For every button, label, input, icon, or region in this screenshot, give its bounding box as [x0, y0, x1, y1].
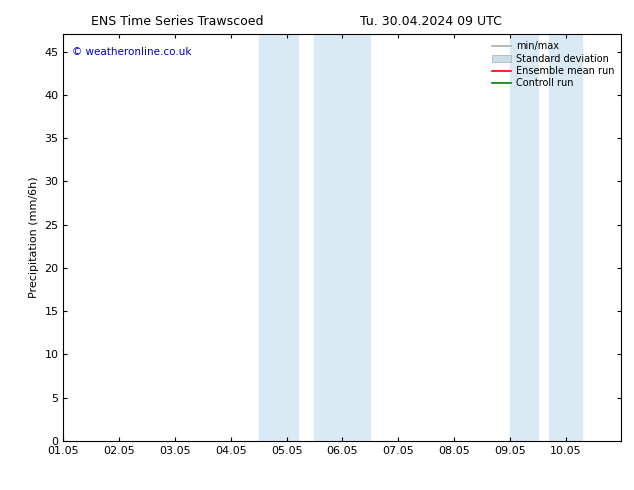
Legend: min/max, Standard deviation, Ensemble mean run, Controll run: min/max, Standard deviation, Ensemble me… [489, 39, 616, 90]
Bar [549, 34, 582, 441]
Text: Tu. 30.04.2024 09 UTC: Tu. 30.04.2024 09 UTC [360, 15, 502, 28]
Y-axis label: Precipitation (mm/6h): Precipitation (mm/6h) [29, 177, 39, 298]
Text: ENS Time Series Trawscoed: ENS Time Series Trawscoed [91, 15, 264, 28]
Bar [259, 34, 298, 441]
Bar [510, 34, 538, 441]
Text: © weatheronline.co.uk: © weatheronline.co.uk [72, 47, 191, 56]
Bar [314, 34, 370, 441]
